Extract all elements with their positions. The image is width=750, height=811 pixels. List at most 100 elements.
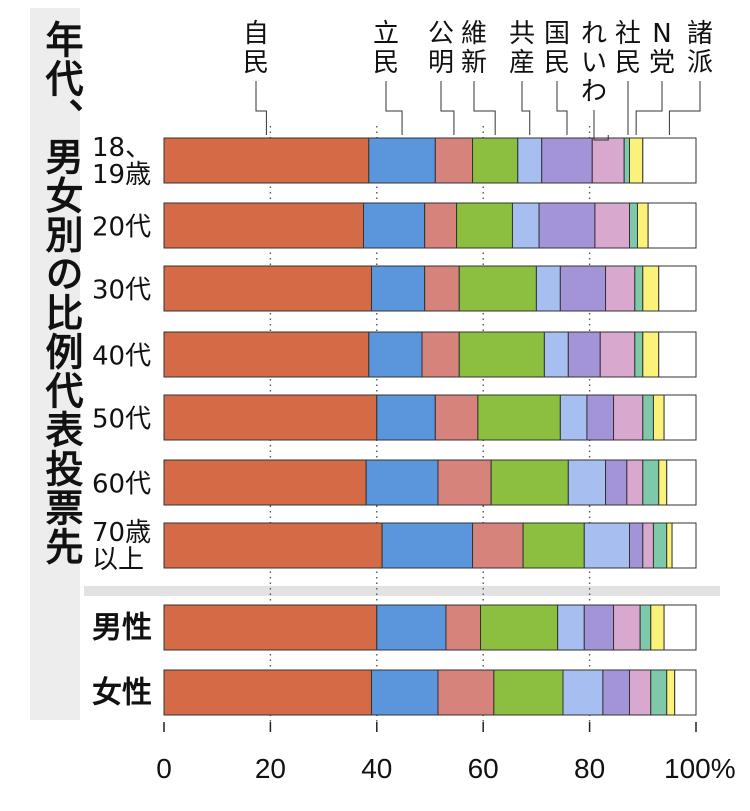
x-tick-label: 20 [255, 753, 286, 784]
row-label: 20代 [92, 213, 151, 243]
bar-segment-立民 [370, 669, 439, 716]
bar-segment-公明 [424, 202, 458, 249]
bar-segment-共産 [511, 202, 540, 249]
bar-segment-維新 [458, 265, 537, 312]
row-label: 40代 [92, 342, 151, 372]
bar-segment-国民 [567, 331, 601, 378]
row-label: 60代 [92, 470, 151, 500]
bar-segment-維新 [458, 331, 545, 378]
leader-line [385, 81, 403, 135]
x-tick-label: 100% [664, 753, 736, 784]
party-header-label: 民 [615, 48, 641, 78]
bar-segment-共産 [562, 669, 604, 716]
party-header-label: 共 [509, 19, 535, 49]
bar-segment-N党 [642, 331, 660, 378]
group-separator [84, 586, 720, 596]
party-header-label: 民 [373, 48, 399, 78]
chart-title: 年代、男女別の比例代表投票先 [39, 20, 83, 566]
party-header-label: れ [581, 19, 607, 49]
bar-segment-諸派 [647, 202, 697, 249]
row-label: 以上 [92, 545, 144, 575]
bar-segment-諸派 [666, 459, 697, 506]
bar-segment-公明 [421, 331, 460, 378]
row-label: 18、 [92, 133, 151, 163]
bar-segment-社民 [629, 202, 638, 249]
bar-segment-維新 [493, 669, 564, 716]
party-header-label: 公 [428, 19, 454, 49]
bar-segment-諸派 [642, 137, 697, 184]
bar-segment-N党 [652, 394, 665, 441]
bar-segment-社民 [642, 459, 660, 506]
bar-segment-れいわ [629, 669, 652, 716]
bar-segment-維新 [456, 202, 513, 249]
bar-segment-諸派 [663, 604, 697, 651]
bar-segment-維新 [490, 459, 569, 506]
bar-segment-自民 [163, 604, 378, 651]
bar-segment-自民 [163, 202, 364, 249]
party-header-label: 明 [428, 48, 454, 78]
party-header-label: 自 [243, 19, 269, 49]
leader-line [473, 81, 496, 135]
bar-segment-社民 [634, 331, 644, 378]
bar-segment-立民 [381, 522, 474, 569]
bar-segment-れいわ [591, 137, 625, 184]
bar-segment-立民 [376, 604, 447, 651]
bar-segment-社民 [639, 604, 652, 651]
bar-segment-公明 [424, 265, 460, 312]
bar-segment-共産 [567, 459, 607, 506]
bar-segment-国民 [602, 669, 631, 716]
bar-segment-N党 [658, 459, 668, 506]
bar-segment-公明 [434, 137, 474, 184]
row-label: 男性 [92, 611, 152, 646]
bar-segment-公明 [445, 604, 482, 651]
bar-segment-国民 [605, 459, 628, 506]
bar-segment-自民 [163, 459, 367, 506]
leader-line [556, 81, 568, 135]
bar-segment-国民 [541, 137, 593, 184]
bar-segment-維新 [522, 522, 585, 569]
bar-segment-N党 [666, 669, 676, 716]
bar-segment-国民 [586, 394, 615, 441]
bar-segment-れいわ [613, 394, 644, 441]
bar-segment-維新 [472, 137, 519, 184]
bar-segment-共産 [543, 331, 569, 378]
party-header-label: 民 [544, 48, 570, 78]
bar-segment-自民 [163, 522, 383, 569]
bar-segment-自民 [163, 394, 378, 441]
side-title-panel [30, 8, 80, 720]
bar-segment-立民 [368, 331, 423, 378]
bar-segment-共産 [557, 604, 585, 651]
party-header-label: 維 [461, 19, 487, 49]
bar-segment-れいわ [626, 459, 644, 506]
bar-segment-立民 [376, 394, 436, 441]
x-tick-label: 60 [468, 753, 499, 784]
bar-segment-自民 [163, 137, 370, 184]
bar-segment-社民 [623, 137, 630, 184]
bar-segment-N党 [650, 604, 665, 651]
bar-segment-N党 [636, 202, 649, 249]
x-tick-label: 40 [361, 753, 392, 784]
bar-segment-れいわ [613, 604, 641, 651]
row-label: 50代 [92, 405, 151, 435]
x-tick-label: 0 [156, 753, 172, 784]
bar-segment-公明 [434, 394, 479, 441]
bar-segment-維新 [477, 394, 561, 441]
party-header-label: 国 [544, 19, 570, 49]
bar-segment-国民 [583, 604, 615, 651]
bar-segment-公明 [472, 522, 524, 569]
bar-segment-公明 [437, 669, 495, 716]
leader-line [668, 81, 701, 135]
party-header-label: 民 [243, 48, 269, 78]
bar-segment-公明 [437, 459, 492, 506]
bar-segment-れいわ [594, 202, 630, 249]
party-header-label: 諸 [687, 19, 713, 49]
bar-segment-N党 [629, 137, 644, 184]
bar-segment-N党 [642, 265, 660, 312]
party-header-label: 新 [461, 48, 487, 78]
bar-segment-立民 [368, 137, 436, 184]
bar-segment-れいわ [599, 331, 636, 378]
party-header-label: 党 [649, 48, 675, 78]
bar-segment-国民 [559, 265, 607, 312]
bar-segment-諸派 [674, 669, 697, 716]
